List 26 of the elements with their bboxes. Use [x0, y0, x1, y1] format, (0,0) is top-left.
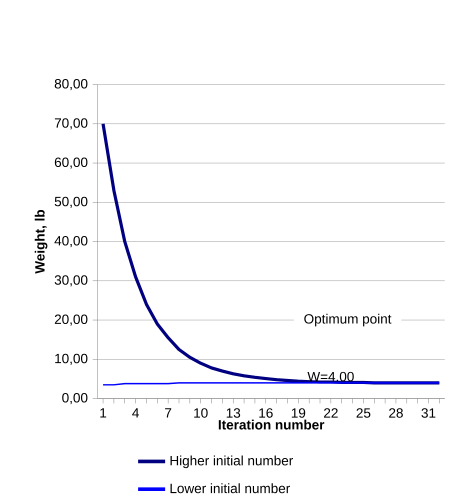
legend-label: Lower initial number: [170, 483, 290, 494]
y-axis-title: Weight, lb: [34, 210, 48, 274]
y-tick-label: 60,00: [54, 157, 88, 169]
annotation: Optimum point: [304, 314, 392, 326]
x-tick-label: 19: [292, 408, 306, 418]
y-tick-label: 10,00: [55, 354, 88, 365]
y-tick-label: 70,00: [54, 118, 88, 130]
x-tick-label: 1: [100, 408, 106, 418]
x-tick-label: 25: [356, 408, 370, 418]
x-tick-label: 13: [226, 408, 240, 418]
x-tick-label: 10: [194, 408, 208, 418]
x-tick-label: 31: [421, 408, 436, 418]
y-tick-label: 50,00: [54, 196, 88, 208]
x-axis-title: Iteration number: [218, 420, 324, 430]
y-tick-label: 20,00: [54, 314, 88, 326]
x-tick-label: 4: [132, 408, 139, 418]
y-tick-label: 30,00: [54, 275, 88, 286]
x-tick-label: 7: [164, 408, 172, 418]
annotation: W=4.00: [307, 372, 354, 382]
x-tick-label: 22: [324, 408, 338, 418]
y-tick-label: 80,00: [54, 78, 88, 90]
x-tick-label: 28: [388, 408, 403, 418]
y-tick-label: 40,00: [54, 236, 88, 248]
x-tick-label: 16: [259, 408, 272, 418]
legend-label: Higher initial number: [170, 456, 293, 468]
y-tick-label: 0,00: [62, 392, 88, 404]
